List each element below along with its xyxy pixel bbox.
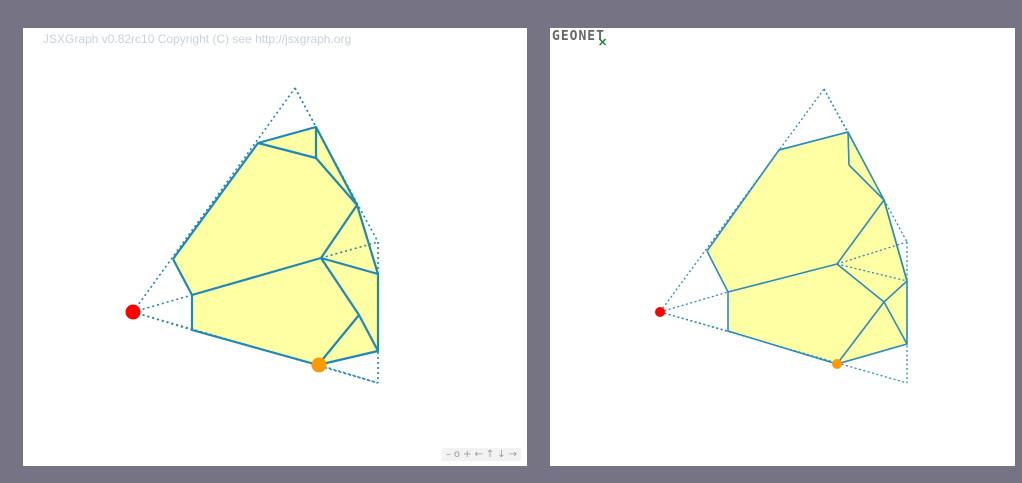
polyhedron-edges (172, 125, 380, 367)
geonext-logo-text: GEONE (552, 29, 597, 44)
orange-point[interactable] (832, 359, 842, 369)
edge-top-inner (257, 141, 317, 160)
edge-lower-front (317, 314, 360, 366)
dotted-line-a (132, 87, 296, 313)
edge-mid-down (320, 257, 360, 316)
edge-top-right (847, 131, 850, 166)
zoom-in-button[interactable]: + (463, 449, 472, 460)
dotted-line-f (132, 311, 193, 331)
face-front (173, 127, 378, 365)
dotted-line-b (294, 87, 379, 243)
edge-outline (172, 125, 380, 367)
edge-lower-front (836, 301, 885, 365)
edge-right-inner (883, 199, 908, 282)
dotted-line-f (659, 311, 729, 332)
edge-upper-right (315, 157, 358, 206)
pan-right-button[interactable]: → (508, 449, 517, 460)
face-front (707, 132, 907, 364)
polyhedron-edges (706, 131, 908, 365)
dotted-line-j (836, 263, 908, 282)
edge-upper-right (848, 164, 885, 201)
dotted-line-a (659, 88, 825, 313)
red-point[interactable] (125, 304, 141, 320)
jsxgraph-board[interactable]: JSXGraph v0.82rc10 Copyright (C) see htt… (23, 28, 527, 466)
dotted-line-h (836, 241, 908, 265)
zoom-out-button[interactable]: – (445, 449, 451, 460)
copyright-text: JSXGraph v0.82rc10 Copyright (C) see htt… (43, 32, 352, 46)
dotted-line-e (659, 291, 729, 313)
dotted-line-i (823, 88, 849, 133)
pan-up-button[interactable]: ↑ (485, 449, 495, 460)
geonext-logo: GEONET (552, 29, 605, 44)
red-point[interactable] (655, 307, 665, 317)
edge-mid-up (320, 204, 358, 259)
geonext-board[interactable]: GEONET ✕ (550, 28, 1015, 466)
edge-middle (191, 256, 322, 297)
right-geometry-canvas[interactable] (550, 28, 1015, 466)
edge-middle (727, 263, 838, 293)
edge-right-mid (883, 280, 908, 303)
edge-mid-down (836, 263, 885, 303)
pan-left-button[interactable]: ← (474, 449, 483, 460)
dotted-line-i (294, 87, 317, 128)
geonext-logo-tail: T (596, 29, 605, 44)
orange-point[interactable] (311, 357, 327, 373)
edge-mid-right (320, 256, 379, 276)
pan-down-button[interactable]: ↓ (497, 449, 506, 460)
left-geometry-canvas[interactable] (23, 28, 527, 466)
geonext-logo-cross-icon: ✕ (598, 37, 608, 49)
dotted-line-e (132, 294, 193, 313)
dotted-line-g (318, 364, 379, 384)
edge-lower-right (883, 301, 908, 345)
edge-lower-right (358, 314, 379, 352)
zoom-reset-button[interactable]: o (453, 449, 461, 460)
edge-mid-up (836, 199, 885, 265)
edge-top (778, 131, 849, 151)
navigation-bar: – o + ← ↑ ↓ → (441, 448, 521, 461)
